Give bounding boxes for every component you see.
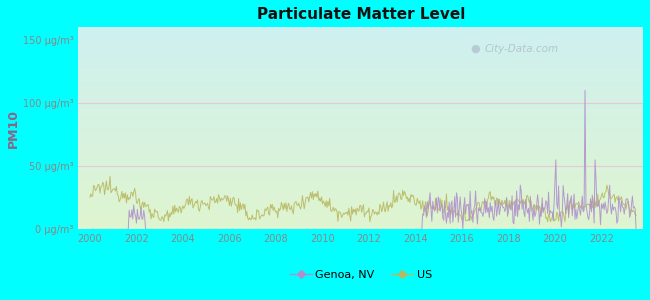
Text: City-Data.com: City-Data.com	[485, 44, 559, 53]
Title: Particulate Matter Level: Particulate Matter Level	[257, 7, 465, 22]
Y-axis label: PM10: PM10	[7, 109, 20, 148]
Text: ●: ●	[471, 44, 480, 53]
Legend: Genoa, NV, US: Genoa, NV, US	[285, 266, 436, 284]
